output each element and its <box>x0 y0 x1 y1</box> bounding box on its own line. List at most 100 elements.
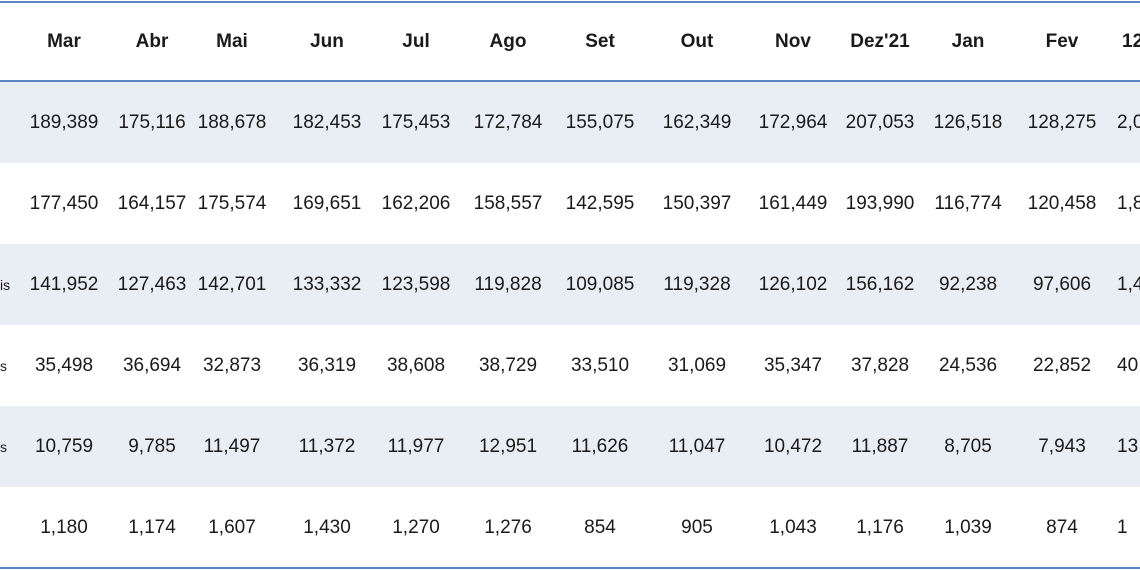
table-cell: 12,951 <box>478 435 538 457</box>
table-cell: 128,275 <box>1027 111 1097 133</box>
table-cell: 35,498 <box>34 354 94 376</box>
column-header: Jul <box>402 30 430 52</box>
table-cell: 37,828 <box>850 354 910 376</box>
table-cell: 116,774 <box>934 192 1002 214</box>
column-header: Abr <box>135 30 169 52</box>
table-row: 189,389 175,116 188,678 182,453 175,453 172,7… <box>0 82 1140 163</box>
table-cell: 142,701 <box>197 273 267 295</box>
column-header-truncated: 12 <box>1122 30 1140 52</box>
table-cell: 10,759 <box>34 435 94 457</box>
table-cell: 175,116 <box>118 111 186 133</box>
table-cell: 11,047 <box>668 435 726 457</box>
column-header: Mai <box>216 30 248 52</box>
column-header: Set <box>585 30 615 52</box>
table-cell: 169,651 <box>292 192 362 214</box>
table-cell: 172,964 <box>758 111 828 133</box>
table-cell: 126,518 <box>933 111 1003 133</box>
table-cell: 36,319 <box>297 354 357 376</box>
row-label-truncated: s <box>0 438 7 455</box>
table-cell-truncated: 13 <box>1117 435 1139 457</box>
table-cell: 158,557 <box>473 192 543 214</box>
table-cell: 11,372 <box>298 435 356 457</box>
table-cell: 854 <box>584 516 616 538</box>
table-cell: 1,430 <box>303 516 351 538</box>
table-cell: 38,729 <box>478 354 538 376</box>
table-cell-truncated: 1 <box>1117 516 1128 538</box>
table-cell: 127,463 <box>117 273 187 295</box>
table-cell: 1,176 <box>856 516 904 538</box>
table-cell: 162,349 <box>662 111 732 133</box>
table-cell-truncated: 40 <box>1117 354 1139 376</box>
table-cell: 10,472 <box>763 435 823 457</box>
table-row: 177,450 164,157 175,574 169,651 162,206 158,5… <box>0 163 1140 244</box>
table-cell: 1,174 <box>128 516 176 538</box>
table-cell-truncated: 2,0 <box>1117 111 1140 133</box>
table-cell: 11,887 <box>851 435 909 457</box>
column-header: Mar <box>47 30 81 52</box>
table-cell: 188,678 <box>197 111 267 133</box>
table-cell: 1,276 <box>484 516 532 538</box>
table-cell: 11,497 <box>203 435 261 457</box>
table-row: s 10,759 9,785 11,497 11,372 11,977 12,951 11,6… <box>0 406 1140 487</box>
table-cell: 142,595 <box>565 192 635 214</box>
column-header: Fev <box>1045 30 1079 52</box>
table-cell: 24,536 <box>938 354 998 376</box>
row-label-truncated: is <box>0 276 11 293</box>
table-cell: 162,206 <box>381 192 451 214</box>
table-cell: 7,943 <box>1038 435 1086 457</box>
table-cell: 155,075 <box>565 111 635 133</box>
table-cell: 31,069 <box>667 354 727 376</box>
table-cell: 38,608 <box>386 354 446 376</box>
column-header: Dez'21 <box>850 30 910 52</box>
table-cell: 11,626 <box>571 435 629 457</box>
table-cell: 172,784 <box>473 111 543 133</box>
column-header: Nov <box>775 30 811 52</box>
table-cell: 120,458 <box>1027 192 1097 214</box>
table-top-border <box>0 1 1140 3</box>
table-cell: 1,039 <box>944 516 992 538</box>
table-cell: 161,449 <box>758 192 828 214</box>
table-cell: 8,705 <box>944 435 992 457</box>
column-header: Out <box>680 30 714 52</box>
table-cell: 97,606 <box>1032 273 1092 295</box>
table-cell: 35,347 <box>763 354 823 376</box>
table-cell: 156,162 <box>845 273 915 295</box>
table-cell: 109,085 <box>565 273 635 295</box>
table-cell: 874 <box>1046 516 1078 538</box>
table-cell: 207,053 <box>845 111 915 133</box>
table-cell: 123,598 <box>381 273 451 295</box>
table-cell: 11,977 <box>387 435 445 457</box>
table-cell: 33,510 <box>570 354 630 376</box>
table-cell: 119,328 <box>663 273 731 295</box>
table-cell: 177,450 <box>29 192 99 214</box>
table-cell: 175,574 <box>197 192 267 214</box>
table-cell-truncated: 1,8 <box>1117 192 1140 214</box>
table-row: 1,180 1,174 1,607 1,430 1,270 1,276 854 905 1,04… <box>0 487 1140 568</box>
table-cell: 36,694 <box>122 354 182 376</box>
table-cell-truncated: 1,4 <box>1117 273 1140 295</box>
table-cell: 182,453 <box>292 111 362 133</box>
table-cell: 9,785 <box>128 435 176 457</box>
table-cell: 164,157 <box>117 192 187 214</box>
table-cell: 1,607 <box>208 516 256 538</box>
table-cell: 189,389 <box>29 111 99 133</box>
table-cell: 175,453 <box>381 111 451 133</box>
table-cell: 32,873 <box>202 354 262 376</box>
column-header: Jun <box>310 30 344 52</box>
table-cell: 193,990 <box>845 192 915 214</box>
table-cell: 92,238 <box>938 273 998 295</box>
table-cell: 22,852 <box>1032 354 1092 376</box>
table-cell: 141,952 <box>29 273 99 295</box>
row-label-truncated: s <box>0 357 7 374</box>
header-border <box>0 80 1140 82</box>
table-cell: 133,332 <box>292 273 362 295</box>
table-bottom-border <box>0 567 1140 569</box>
column-header: Ago <box>489 30 527 52</box>
table-row: s 35,498 36,694 32,873 36,319 38,608 38,729 33,… <box>0 325 1140 406</box>
table-cell: 1,270 <box>392 516 440 538</box>
column-header: Jan <box>951 30 985 52</box>
header-row: Mar Abr Mai Jun Jul Ago Set Out Nov Dez'21 Jan Fev 1… <box>0 2 1140 81</box>
table-cell: 1,180 <box>40 516 88 538</box>
table-cell: 1,043 <box>769 516 817 538</box>
